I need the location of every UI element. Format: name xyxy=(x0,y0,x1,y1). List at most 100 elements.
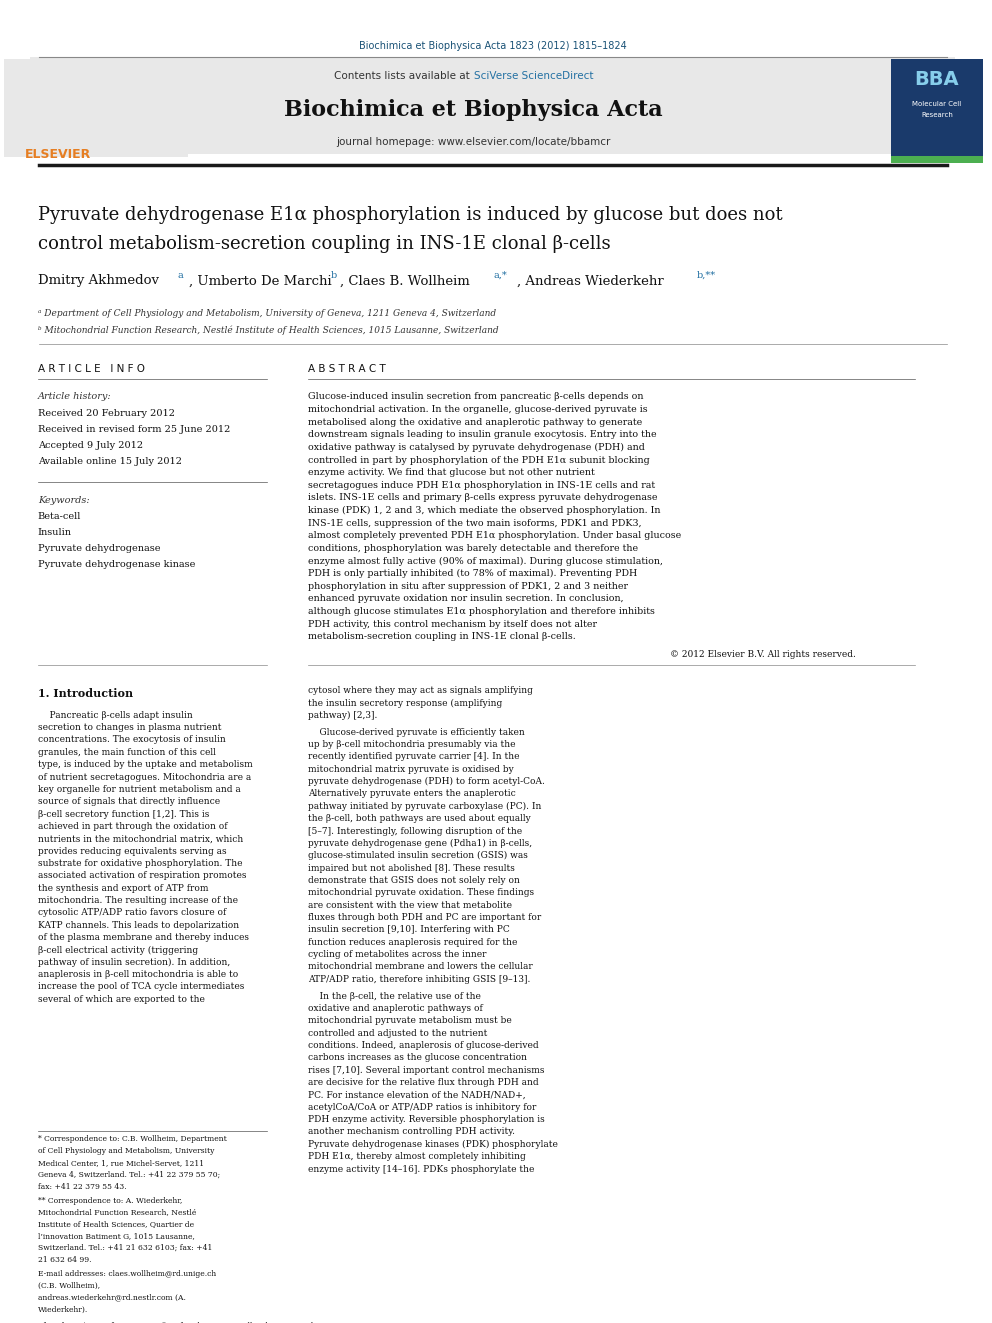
Text: journal homepage: www.elsevier.com/locate/bbamcr: journal homepage: www.elsevier.com/locat… xyxy=(336,138,611,147)
Text: mitochondrial activation. In the organelle, glucose-derived pyruvate is: mitochondrial activation. In the organel… xyxy=(309,405,648,414)
Text: acetylCoA/CoA or ATP/ADP ratios is inhibitory for: acetylCoA/CoA or ATP/ADP ratios is inhib… xyxy=(309,1103,537,1111)
Text: [5–7]. Interestingly, following disruption of the: [5–7]. Interestingly, following disrupti… xyxy=(309,827,523,836)
Text: fax: +41 22 379 55 43.: fax: +41 22 379 55 43. xyxy=(38,1183,126,1191)
Text: cytosol where they may act as signals amplifying: cytosol where they may act as signals am… xyxy=(309,687,534,695)
Text: mitochondrial pyruvate metabolism must be: mitochondrial pyruvate metabolism must b… xyxy=(309,1016,512,1025)
Text: enhanced pyruvate oxidation nor insulin secretion. In conclusion,: enhanced pyruvate oxidation nor insulin … xyxy=(309,594,624,603)
Text: Switzerland. Tel.: +41 21 632 6103; fax: +41: Switzerland. Tel.: +41 21 632 6103; fax:… xyxy=(38,1244,212,1252)
Text: granules, the main function of this cell: granules, the main function of this cell xyxy=(38,747,215,757)
Text: Pyruvate dehydrogenase kinase: Pyruvate dehydrogenase kinase xyxy=(38,561,195,569)
Text: secretion to changes in plasma nutrient: secretion to changes in plasma nutrient xyxy=(38,724,221,732)
Text: recently identified pyruvate carrier [4]. In the: recently identified pyruvate carrier [4]… xyxy=(309,753,520,762)
Text: Research: Research xyxy=(921,111,953,118)
Text: , Andreas Wiederkehr: , Andreas Wiederkehr xyxy=(517,274,669,287)
Text: cycling of metabolites across the inner: cycling of metabolites across the inner xyxy=(309,950,487,959)
Text: E-mail addresses: claes.wollheim@rd.unige.ch: E-mail addresses: claes.wollheim@rd.unig… xyxy=(38,1270,216,1278)
Text: oxidative pathway is catalysed by pyruvate dehydrogenase (PDH) and: oxidative pathway is catalysed by pyruva… xyxy=(309,443,645,452)
Text: phosphorylation in situ after suppression of PDK1, 2 and 3 neither: phosphorylation in situ after suppressio… xyxy=(309,582,628,591)
Text: of Cell Physiology and Metabolism, University: of Cell Physiology and Metabolism, Unive… xyxy=(38,1147,214,1155)
Text: Institute of Health Sciences, Quartier de: Institute of Health Sciences, Quartier d… xyxy=(38,1220,193,1228)
Text: In the β-cell, the relative use of the: In the β-cell, the relative use of the xyxy=(309,992,481,1000)
Text: Received in revised form 25 June 2012: Received in revised form 25 June 2012 xyxy=(38,425,230,434)
Text: ELSEVIER: ELSEVIER xyxy=(25,148,91,161)
Text: insulin secretion [9,10]. Interfering with PC: insulin secretion [9,10]. Interfering wi… xyxy=(309,925,510,934)
Text: associated activation of respiration promotes: associated activation of respiration pro… xyxy=(38,872,246,880)
Text: b: b xyxy=(330,271,336,279)
Text: enzyme almost fully active (90% of maximal). During glucose stimulation,: enzyme almost fully active (90% of maxim… xyxy=(309,557,664,566)
Text: Alternatively pyruvate enters the anaplerotic: Alternatively pyruvate enters the anaple… xyxy=(309,790,516,799)
Text: provides reducing equivalents serving as: provides reducing equivalents serving as xyxy=(38,847,226,856)
Text: impaired but not abolished [8]. These results: impaired but not abolished [8]. These re… xyxy=(309,864,515,873)
Text: Accepted 9 July 2012: Accepted 9 July 2012 xyxy=(38,441,143,450)
Text: controlled in part by phosphorylation of the PDH E1α subunit blocking: controlled in part by phosphorylation of… xyxy=(309,455,650,464)
Text: PDH is only partially inhibited (to 78% of maximal). Preventing PDH: PDH is only partially inhibited (to 78% … xyxy=(309,569,638,578)
Text: the synthesis and export of ATP from: the synthesis and export of ATP from xyxy=(38,884,208,893)
Text: A B S T R A C T: A B S T R A C T xyxy=(309,364,386,374)
Text: 1. Introduction: 1. Introduction xyxy=(38,688,133,699)
Text: Pyruvate dehydrogenase E1α phosphorylation is induced by glucose but does not: Pyruvate dehydrogenase E1α phosphorylati… xyxy=(38,206,783,224)
Text: pathway initiated by pyruvate carboxylase (PC). In: pathway initiated by pyruvate carboxylas… xyxy=(309,802,542,811)
Text: enzyme activity [14–16]. PDKs phosphorylate the: enzyme activity [14–16]. PDKs phosphoryl… xyxy=(309,1164,535,1174)
FancyBboxPatch shape xyxy=(4,58,188,157)
Text: INS-1E cells, suppression of the two main isoforms, PDK1 and PDK3,: INS-1E cells, suppression of the two mai… xyxy=(309,519,642,528)
Text: l’innovation Batiment G, 1015 Lausanne,: l’innovation Batiment G, 1015 Lausanne, xyxy=(38,1232,194,1240)
Text: , Claes B. Wollheim: , Claes B. Wollheim xyxy=(340,274,474,287)
Text: b,**: b,** xyxy=(696,271,715,279)
Text: controlled and adjusted to the nutrient: controlled and adjusted to the nutrient xyxy=(309,1029,488,1037)
Text: downstream signals leading to insulin granule exocytosis. Entry into the: downstream signals leading to insulin gr… xyxy=(309,430,657,439)
Text: conditions. Indeed, anaplerosis of glucose-derived: conditions. Indeed, anaplerosis of gluco… xyxy=(309,1041,539,1050)
Text: mitochondrial membrane and lowers the cellular: mitochondrial membrane and lowers the ce… xyxy=(309,962,533,971)
Text: metabolised along the oxidative and anaplerotic pathway to generate: metabolised along the oxidative and anap… xyxy=(309,418,643,427)
Text: Wiederkehr).: Wiederkehr). xyxy=(38,1306,88,1314)
FancyBboxPatch shape xyxy=(891,156,983,163)
Text: metabolism-secretion coupling in INS-1E clonal β-cells.: metabolism-secretion coupling in INS-1E … xyxy=(309,632,576,642)
Text: Dmitry Akhmedov: Dmitry Akhmedov xyxy=(38,274,163,287)
Text: Pyruvate dehydrogenase: Pyruvate dehydrogenase xyxy=(38,544,161,553)
Text: PDH E1α, thereby almost completely inhibiting: PDH E1α, thereby almost completely inhib… xyxy=(309,1152,526,1162)
Text: demonstrate that GSIS does not solely rely on: demonstrate that GSIS does not solely re… xyxy=(309,876,520,885)
Text: Glucose-derived pyruvate is efficiently taken: Glucose-derived pyruvate is efficiently … xyxy=(309,728,525,737)
Text: andreas.wiederkehr@rd.nestlr.com (A.: andreas.wiederkehr@rd.nestlr.com (A. xyxy=(38,1294,186,1302)
Text: islets. INS-1E cells and primary β-cells express pyruvate dehydrogenase: islets. INS-1E cells and primary β-cells… xyxy=(309,493,658,503)
Text: Pyruvate dehydrogenase kinases (PDK) phosphorylate: Pyruvate dehydrogenase kinases (PDK) pho… xyxy=(309,1140,558,1148)
Text: mitochondrial matrix pyruvate is oxidised by: mitochondrial matrix pyruvate is oxidise… xyxy=(309,765,514,774)
Text: function reduces anaplerosis required for the: function reduces anaplerosis required fo… xyxy=(309,938,518,947)
Text: pyruvate dehydrogenase (PDH) to form acetyl-CoA.: pyruvate dehydrogenase (PDH) to form ace… xyxy=(309,777,546,786)
Text: pathway) [2,3].: pathway) [2,3]. xyxy=(309,710,378,720)
Text: another mechanism controlling PDH activity.: another mechanism controlling PDH activi… xyxy=(309,1127,516,1136)
Text: of nutrient secretagogues. Mitochondria are a: of nutrient secretagogues. Mitochondria … xyxy=(38,773,251,782)
Text: Insulin: Insulin xyxy=(38,528,71,537)
FancyBboxPatch shape xyxy=(891,58,983,157)
Text: Beta-cell: Beta-cell xyxy=(38,512,81,521)
Text: ** Correspondence to: A. Wiederkehr,: ** Correspondence to: A. Wiederkehr, xyxy=(38,1196,183,1204)
Text: enzyme activity. We find that glucose but not other nutrient: enzyme activity. We find that glucose bu… xyxy=(309,468,595,478)
Text: PDH activity, this control mechanism by itself does not alter: PDH activity, this control mechanism by … xyxy=(309,619,597,628)
Text: pyruvate dehydrogenase gene (Pdha1) in β-cells,: pyruvate dehydrogenase gene (Pdha1) in β… xyxy=(309,839,533,848)
Text: Biochimica et Biophysica Acta: Biochimica et Biophysica Acta xyxy=(284,99,663,120)
Text: glucose-stimulated insulin secretion (GSIS) was: glucose-stimulated insulin secretion (GS… xyxy=(309,851,528,860)
Text: a: a xyxy=(177,271,183,279)
Text: oxidative and anaplerotic pathways of: oxidative and anaplerotic pathways of xyxy=(309,1004,483,1013)
Text: fluxes through both PDH and PC are important for: fluxes through both PDH and PC are impor… xyxy=(309,913,542,922)
Text: type, is induced by the uptake and metabolism: type, is induced by the uptake and metab… xyxy=(38,761,253,769)
Text: Molecular Cell: Molecular Cell xyxy=(913,101,961,107)
Text: cytosolic ATP/ADP ratio favors closure of: cytosolic ATP/ADP ratio favors closure o… xyxy=(38,909,226,917)
Text: β-cell electrical activity (triggering: β-cell electrical activity (triggering xyxy=(38,946,198,955)
Text: Article history:: Article history: xyxy=(38,393,111,401)
Text: * Correspondence to: C.B. Wollheim, Department: * Correspondence to: C.B. Wollheim, Depa… xyxy=(38,1135,226,1143)
Text: of the plasma membrane and thereby induces: of the plasma membrane and thereby induc… xyxy=(38,933,249,942)
Text: Biochimica et Biophysica Acta 1823 (2012) 1815–1824: Biochimica et Biophysica Acta 1823 (2012… xyxy=(359,41,627,52)
Text: Geneva 4, Switzerland. Tel.: +41 22 379 55 70;: Geneva 4, Switzerland. Tel.: +41 22 379 … xyxy=(38,1171,220,1179)
Text: Pancreatic β-cells adapt insulin: Pancreatic β-cells adapt insulin xyxy=(38,710,192,720)
Text: , Umberto De Marchi: , Umberto De Marchi xyxy=(189,274,336,287)
Text: Received 20 February 2012: Received 20 February 2012 xyxy=(38,409,175,418)
Text: key organelle for nutrient metabolism and a: key organelle for nutrient metabolism an… xyxy=(38,785,240,794)
Text: (C.B. Wollheim),: (C.B. Wollheim), xyxy=(38,1282,100,1290)
Text: BBA: BBA xyxy=(915,70,959,89)
Text: anaplerosis in β-cell mitochondria is able to: anaplerosis in β-cell mitochondria is ab… xyxy=(38,970,238,979)
Text: ᵃ Department of Cell Physiology and Metabolism, University of Geneva, 1211 Genev: ᵃ Department of Cell Physiology and Meta… xyxy=(38,310,496,319)
Text: a,*: a,* xyxy=(493,271,507,279)
Text: up by β-cell mitochondria presumably via the: up by β-cell mitochondria presumably via… xyxy=(309,740,516,749)
Text: although glucose stimulates E1α phosphorylation and therefore inhibits: although glucose stimulates E1α phosphor… xyxy=(309,607,656,617)
Text: control metabolism-secretion coupling in INS-1E clonal β-cells: control metabolism-secretion coupling in… xyxy=(38,235,610,253)
